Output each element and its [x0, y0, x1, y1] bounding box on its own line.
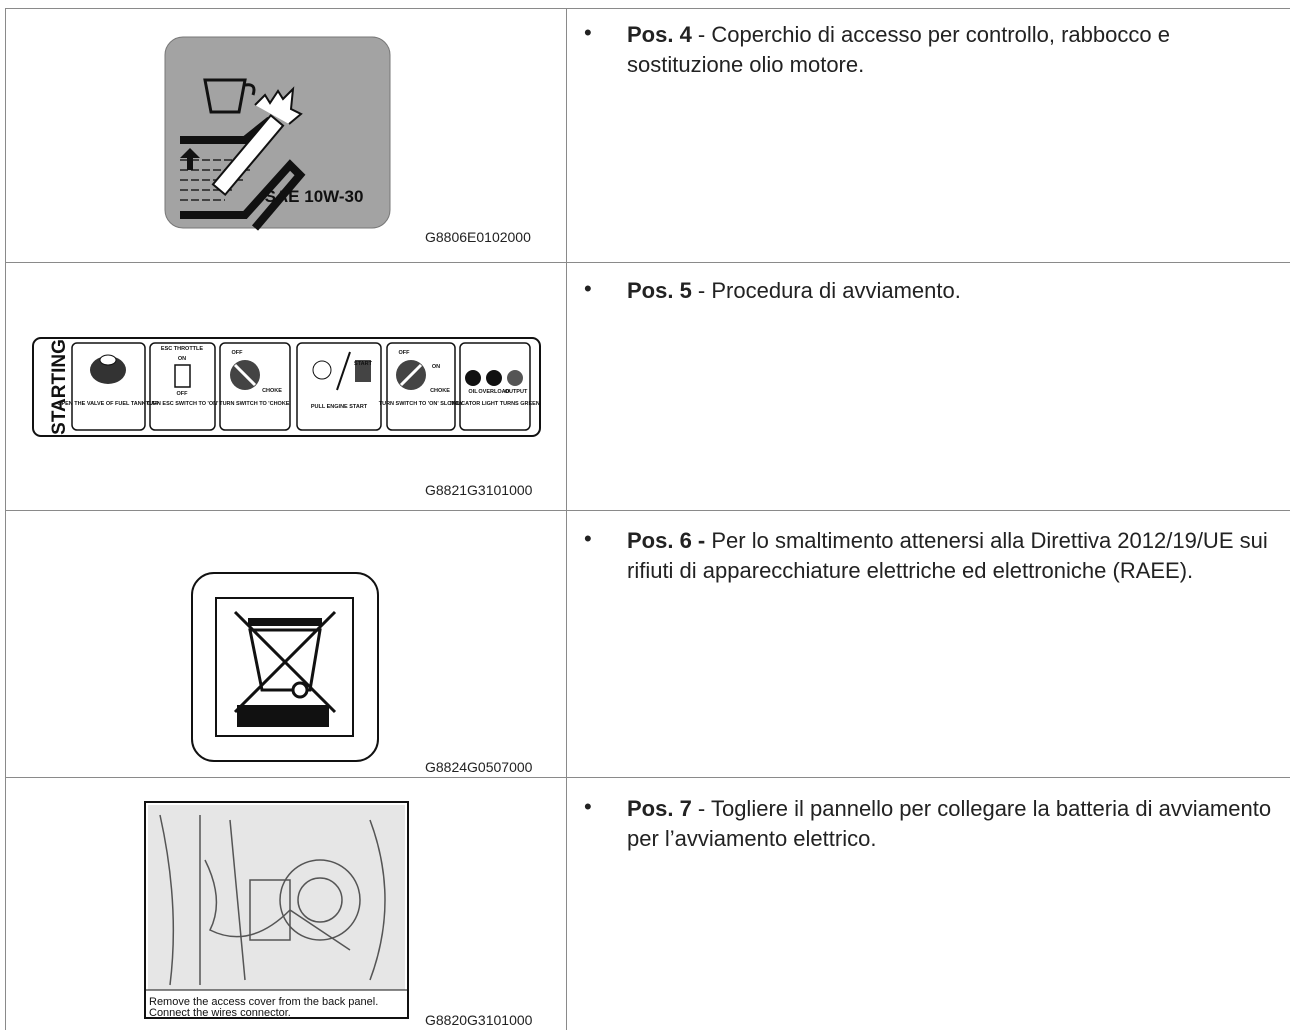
shape	[174, 364, 191, 388]
shape	[465, 370, 481, 386]
shape	[32, 337, 541, 437]
shape	[369, 819, 386, 981]
shape	[211, 113, 285, 197]
text: Per lo smaltimento attenersi alla Dirett…	[627, 528, 1268, 583]
label-text: SAE 10W-30	[265, 187, 364, 206]
shape: OPEN THE VALVE OF FUEL TANK CAP ESC THRO…	[57, 346, 540, 410]
pos: Pos. 7	[627, 796, 692, 821]
shape	[148, 805, 405, 990]
shape	[159, 814, 175, 986]
pos: Pos. 5	[627, 278, 692, 303]
shape	[399, 363, 423, 387]
figures: SAE 10W-30 G8806E0102000 STARTING OPEN T…	[32, 36, 541, 1028]
shape	[336, 351, 351, 391]
rule	[5, 510, 1290, 511]
shape	[71, 342, 531, 431]
rule	[5, 262, 1290, 263]
panel-text: OIL	[468, 389, 478, 395]
shape	[291, 681, 309, 699]
shape	[237, 705, 329, 727]
item-text: Pos. 5 - Procedura di avviamento.	[627, 276, 1277, 306]
shape	[219, 342, 291, 431]
shape	[244, 83, 256, 96]
shape	[233, 363, 257, 387]
shape	[459, 342, 531, 431]
shape	[507, 370, 523, 386]
shape	[297, 877, 343, 923]
pos: Pos. 6 -	[627, 528, 706, 553]
panel-text: ON	[178, 356, 186, 362]
item-text: Pos. 6 - Per lo smaltimento attenersi al…	[627, 526, 1277, 586]
panel-text: ON	[432, 364, 440, 370]
text: - Coperchio di accesso per controllo, ra…	[627, 22, 1170, 77]
panel-caption: OPEN THE VALVE OF FUEL TANK CAP	[57, 401, 159, 407]
panel-text: OFF	[232, 350, 244, 356]
shape	[312, 360, 332, 380]
shape	[386, 342, 456, 431]
shape	[279, 859, 361, 941]
shape	[355, 360, 371, 382]
shape	[296, 342, 382, 431]
panel-caption: PULL ENGINE START	[311, 404, 368, 410]
item-text: Pos. 7 - Togliere il pannello per colleg…	[627, 794, 1277, 854]
bullet: •	[584, 794, 592, 819]
item-text: Pos. 4 - Coperchio di accesso per contro…	[627, 20, 1277, 80]
shape	[203, 78, 247, 114]
shape	[159, 814, 386, 986]
code: G8824G0507000	[425, 759, 533, 775]
panel-caption: TURN SWITCH TO 'ON' SLOWLY	[379, 401, 464, 407]
shape	[180, 159, 306, 231]
rule	[5, 8, 6, 1030]
panel-text: CHOKE	[262, 388, 282, 394]
panel-text: OUTPUT	[505, 389, 528, 395]
panel-caption: TURN ESC SWITCH TO 'ON'	[146, 401, 219, 407]
bullet: •	[584, 20, 592, 45]
panel-text: START	[354, 361, 373, 367]
panel-caption: INDICATOR LIGHT TURNS GREEN	[450, 401, 540, 407]
bullet: •	[584, 526, 592, 551]
label-title: STARTING	[49, 339, 70, 435]
panel-text: OFF	[177, 391, 189, 397]
shape	[180, 148, 200, 170]
shape	[71, 342, 146, 431]
shape	[229, 819, 246, 981]
shape	[248, 628, 322, 692]
bullet: •	[584, 276, 592, 301]
shape	[248, 618, 322, 626]
text: - Procedura di avviamento.	[691, 278, 961, 303]
photo: Remove the access cover from the back pa…	[144, 801, 409, 1019]
panel-caption: TURN SWITCH TO 'CHOKE'	[219, 401, 291, 407]
code: G8820G3101000	[425, 1012, 533, 1028]
shape	[486, 370, 502, 386]
oil-label: SAE 10W-30	[164, 36, 391, 231]
shape	[249, 879, 291, 941]
shape	[204, 859, 351, 951]
code: G8806E0102000	[425, 229, 531, 245]
panel-text: OVERLOAD	[478, 389, 509, 395]
shape	[90, 356, 126, 384]
panel-text: OFF	[399, 350, 411, 356]
caption: Connect the wires connector.	[149, 1007, 291, 1019]
panel-text: ESC THROTTLE	[161, 346, 203, 352]
caption: Remove the access cover from the back pa…	[149, 996, 378, 1008]
shape	[254, 86, 303, 125]
panel-text: CHOKE	[430, 388, 450, 394]
rule	[5, 777, 1290, 778]
shape	[149, 342, 216, 431]
starting-label: STARTING OPEN THE VALVE OF FUEL TANK CAP…	[32, 337, 541, 437]
rule	[5, 8, 1290, 9]
weee-symbol	[191, 572, 379, 762]
text: - Togliere il pannello per collegare la …	[627, 796, 1272, 851]
shape	[233, 610, 337, 714]
rule	[566, 8, 567, 1030]
pos: Pos. 4	[627, 22, 692, 47]
shape	[99, 354, 117, 366]
code: G8821G3101000	[425, 482, 533, 498]
